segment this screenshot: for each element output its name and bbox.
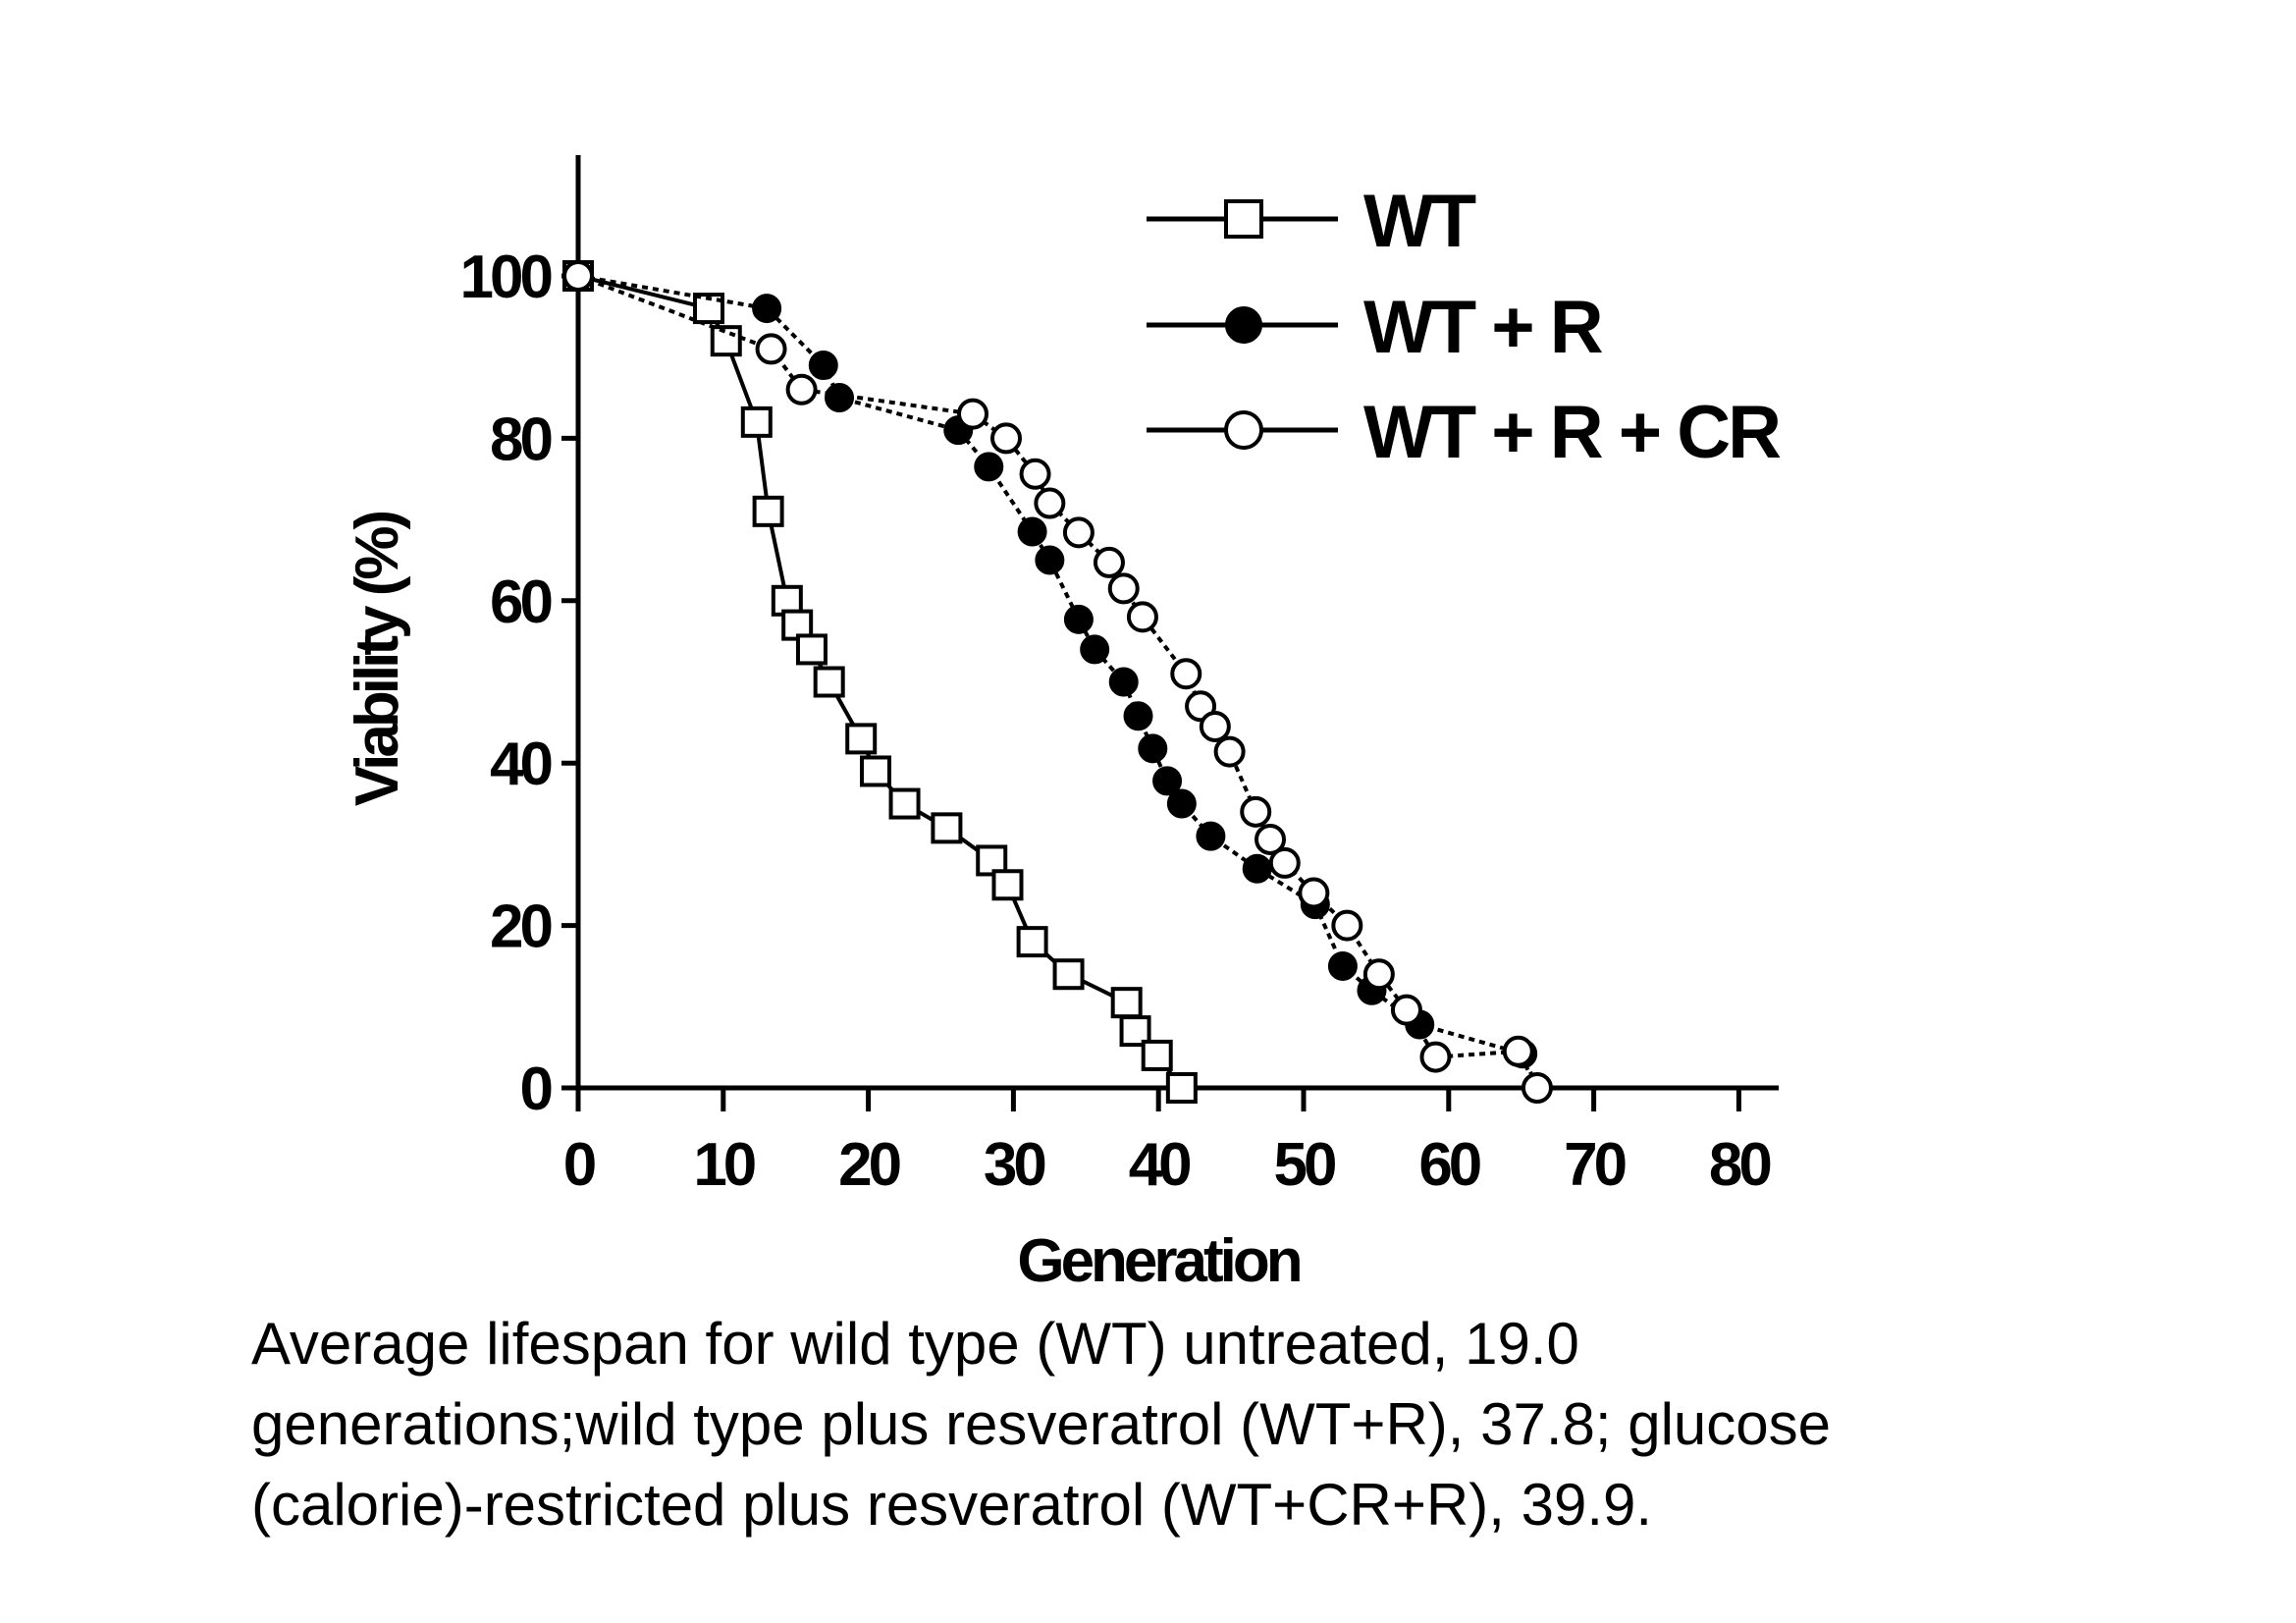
caption-line-2: generations;wild type plus resveratrol (… [251, 1391, 1832, 1457]
data-point [1093, 546, 1125, 578]
data-point [888, 787, 921, 820]
series-wt-r-cr [562, 260, 1553, 1104]
legend-marker [1225, 306, 1262, 344]
caption-line-1: Average lifespan for wild type (WT) untr… [251, 1311, 1579, 1377]
y-ticks: 0 20 40 60 80 100 [460, 243, 578, 1123]
data-point [845, 723, 878, 755]
data-point [1017, 516, 1047, 547]
data-point [808, 350, 838, 380]
y-tick-label: 20 [490, 893, 551, 961]
data-point [1138, 733, 1168, 764]
data-point [1035, 545, 1065, 575]
series-line [577, 274, 1184, 1090]
data-point [1123, 701, 1153, 731]
data-point [1165, 1072, 1198, 1104]
series-layer [562, 260, 1553, 1104]
data-point [1016, 926, 1048, 958]
legend-marker [1224, 410, 1263, 450]
y-tick-label: 100 [460, 243, 552, 311]
data-point [1063, 604, 1094, 634]
data-point [1110, 987, 1143, 1019]
data-point [931, 812, 963, 844]
legend: WT WT + R WT + R + CR [1147, 180, 1784, 474]
x-tick-label: 40 [1129, 1131, 1190, 1199]
x-tick-label: 80 [1709, 1131, 1770, 1199]
data-point [1196, 821, 1226, 851]
data-point [825, 383, 855, 413]
data-point [1298, 877, 1330, 909]
data-point [974, 452, 1004, 482]
x-axis-title: Generation [1017, 1227, 1300, 1295]
legend-label: WT [1363, 180, 1476, 263]
x-tick-label: 10 [693, 1131, 754, 1199]
data-point [1019, 458, 1051, 490]
x-ticks: 0 10 20 30 40 50 60 70 80 [563, 1088, 1774, 1199]
x-tick-label: 70 [1564, 1131, 1625, 1199]
data-point [1362, 958, 1395, 991]
data-point [562, 260, 594, 292]
data-point [1107, 572, 1140, 605]
data-point [1152, 766, 1183, 796]
y-axis-title: Viability (%) [344, 513, 411, 807]
figure-caption: Average lifespan for wild type (WT) untr… [251, 1304, 2116, 1545]
data-point [990, 422, 1023, 455]
data-point [1242, 853, 1272, 884]
series-wt [562, 260, 1198, 1104]
data-point [1255, 823, 1287, 855]
data-point [859, 755, 891, 787]
data-point [1108, 667, 1139, 697]
data-point [1062, 516, 1095, 549]
data-point [1240, 795, 1272, 828]
y-tick-label: 80 [490, 406, 551, 473]
legend-item: WT + R + CR [1147, 391, 1784, 474]
data-point [1327, 950, 1358, 981]
x-tick-label: 30 [984, 1131, 1044, 1199]
x-tick-label: 50 [1274, 1131, 1335, 1199]
data-point [1199, 710, 1231, 742]
data-point [1419, 1041, 1452, 1073]
x-tick-label: 20 [838, 1131, 899, 1199]
data-point [1170, 658, 1202, 690]
data-point [957, 398, 989, 430]
legend-marker [1224, 199, 1263, 239]
data-point [991, 869, 1024, 901]
data-point [813, 666, 845, 698]
legend-label: WT + R [1363, 286, 1603, 369]
data-point [1213, 735, 1246, 768]
y-tick-label: 0 [520, 1055, 552, 1123]
data-point [1141, 1039, 1173, 1071]
data-point [795, 633, 828, 666]
data-point [740, 406, 773, 438]
y-tick-label: 40 [490, 730, 551, 798]
data-point [1331, 909, 1363, 942]
data-point [1080, 634, 1110, 665]
data-point [785, 373, 818, 406]
data-point [752, 495, 784, 527]
data-point [1521, 1072, 1553, 1104]
data-point [1034, 487, 1066, 519]
data-point [1119, 1015, 1151, 1048]
data-point [710, 325, 742, 357]
x-tick-label: 0 [563, 1131, 595, 1199]
y-tick-label: 60 [490, 568, 551, 636]
data-point [752, 294, 782, 324]
data-point [1502, 1035, 1534, 1067]
data-point [1268, 846, 1301, 879]
data-point [1052, 958, 1085, 991]
data-point [1126, 601, 1158, 633]
caption-line-3: (calorie)-restricted plus resveratrol (W… [251, 1472, 1653, 1538]
data-point [755, 333, 787, 365]
legend-item: WT + R [1147, 286, 1606, 369]
legend-item: WT [1147, 180, 1479, 263]
x-tick-label: 60 [1418, 1131, 1479, 1199]
data-point [1166, 788, 1197, 819]
legend-label: WT + R + CR [1363, 391, 1781, 474]
data-point [1390, 994, 1422, 1026]
